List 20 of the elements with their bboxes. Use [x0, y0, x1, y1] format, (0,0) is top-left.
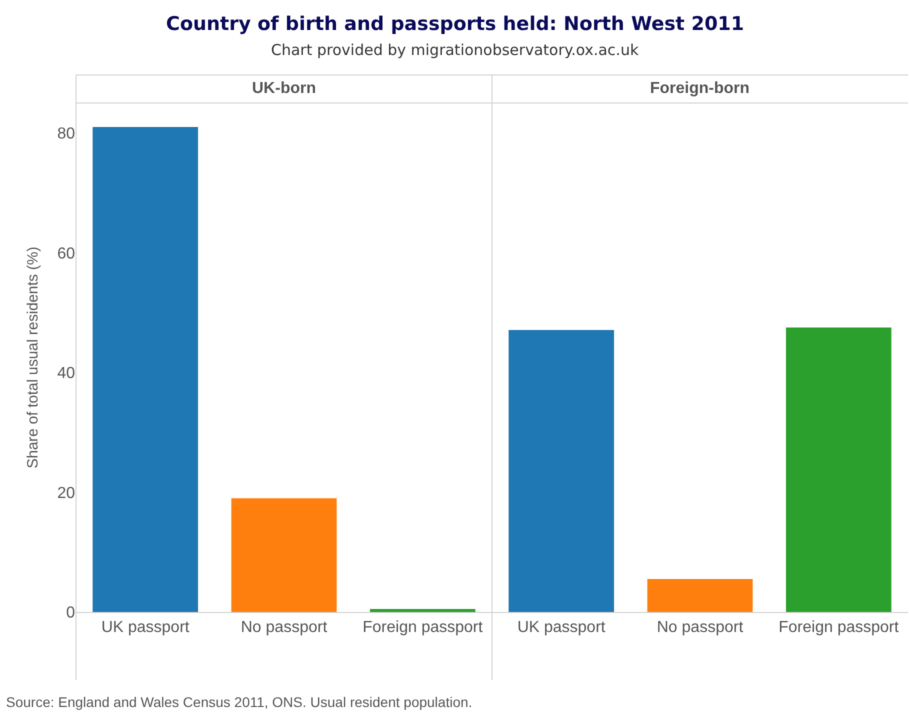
x-tick-label: Foreign passport: [778, 619, 900, 636]
y-axis-title: Share of total usual residents (%): [24, 246, 42, 468]
x-tick-label: Foreign passport: [362, 619, 484, 636]
x-tick-label: UK passport: [517, 619, 606, 636]
y-tick-label: 40: [57, 365, 76, 382]
y-tick-label: 60: [57, 245, 76, 262]
chart-title: UK-born: [252, 80, 316, 97]
x-tick-label: No passport: [240, 619, 328, 636]
y-tick-label: 20: [57, 484, 76, 502]
bar: [231, 498, 337, 612]
bar: [92, 126, 198, 612]
source-note: Source: England and Wales Census 2011, ONS. Usual resident population.: [6, 694, 472, 710]
bar: [370, 609, 476, 612]
y-tick-label: 0: [66, 604, 76, 622]
y-tick-label: 80: [57, 126, 76, 143]
x-tick-label: No passport: [656, 619, 744, 636]
text: Country of birth and passports held: North West 2011: [166, 13, 744, 35]
text: Chart provided by migrationobservatory.ox.ac.uk: [271, 41, 639, 59]
chart-title: Foreign-born: [650, 80, 750, 97]
x-tick-label: UK passport: [101, 619, 190, 636]
